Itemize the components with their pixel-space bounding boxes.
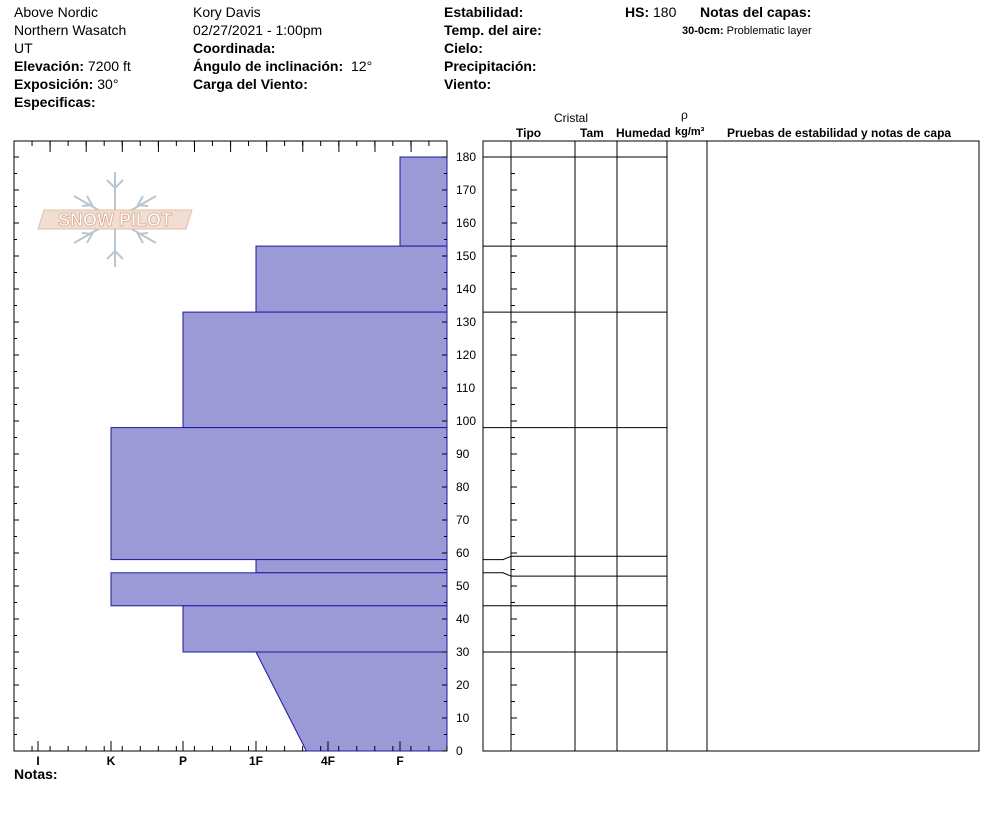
elevation-label: Elevación: <box>14 58 85 74</box>
hardness-layer-bar <box>255 651 448 752</box>
layer-connector <box>483 572 512 577</box>
depth-tick-label: 10 <box>456 711 470 725</box>
hardness-tick-labels: I K P 1F 4F F <box>36 754 403 768</box>
hardness-tick-label: 4F <box>321 754 335 768</box>
hs-label: HS: <box>625 4 650 20</box>
snow-pilot-logo: SNOW PILOT <box>37 172 193 267</box>
specifics-label: Especificas: <box>14 94 96 110</box>
slope-row: Ángulo de inclinación: 12° <box>193 57 372 75</box>
hardness-tick-label: F <box>396 754 403 768</box>
elevation-row: Elevación: 7200 ft <box>14 57 131 75</box>
depth-tick-label: 130 <box>456 315 476 329</box>
table-ticks <box>511 156 517 752</box>
depth-tick-label: 120 <box>456 348 476 362</box>
depth-tick-label: 20 <box>456 678 470 692</box>
density-unit-header: kg/m³ <box>675 126 705 138</box>
hs-value: 180 <box>653 4 677 20</box>
hardness-layer-bar <box>110 572 448 607</box>
depth-tick-label: 70 <box>456 513 470 527</box>
layer-boundaries <box>511 156 667 653</box>
hardness-layers <box>110 156 448 752</box>
depth-tick-label: 110 <box>456 381 475 395</box>
depth-tick-label: 0 <box>456 744 463 758</box>
elevation-value: 7200 ft <box>87 58 131 74</box>
depth-tick-label: 100 <box>456 414 476 428</box>
observer-name: Kory Davis <box>193 4 261 20</box>
wind-loading-label: Carga del Viento: <box>193 76 308 92</box>
depth-tick-label: 180 <box>456 150 476 164</box>
air-temp-label: Temp. del aire: <box>444 22 542 38</box>
location-name: Above Nordic <box>14 4 99 20</box>
layer-note: 30-0cm: Problematic layer <box>682 22 812 40</box>
depth-tick-label: 50 <box>456 579 470 593</box>
logo-text: SNOW PILOT <box>58 210 172 230</box>
slope-label: Ángulo de inclinación: <box>193 58 344 74</box>
depth-tick-label: 30 <box>456 645 470 659</box>
hardness-layer-bar <box>182 311 448 429</box>
layer-table-frame <box>482 140 980 752</box>
layer-notes-label: Notas del capas: <box>700 4 812 20</box>
layer-connector <box>483 555 512 561</box>
notes-label: Notas: <box>14 766 58 782</box>
plot-ticks <box>13 141 448 752</box>
depth-tick-label: 140 <box>456 282 476 296</box>
rho-header: ρ <box>681 108 688 122</box>
crystal-header: Cristal <box>554 111 589 125</box>
hardness-tick-label: I <box>36 754 39 768</box>
state: UT <box>14 40 33 56</box>
depth-tick-label: 90 <box>456 447 470 461</box>
hardness-layer-bar <box>255 559 448 574</box>
depth-tick-label: 60 <box>456 546 470 560</box>
logo-banner <box>37 209 193 230</box>
hardness-layer-bar <box>399 156 448 247</box>
depth-tick-label: 40 <box>456 612 470 626</box>
depth-tick-label: 80 <box>456 480 470 494</box>
depth-tick-labels: 0 10 20 30 40 50 60 70 80 90 100 110 120 130 140 150 160… <box>456 150 476 758</box>
aspect-value: 30° <box>97 76 119 92</box>
mountain-range: Northern Wasatch <box>14 22 127 38</box>
precip-label: Precipitación: <box>444 58 537 74</box>
depth-tick-label: 160 <box>456 216 476 230</box>
wind-label: Viento: <box>444 76 492 92</box>
observation-datetime: 02/27/2021 - 1:00pm <box>193 22 323 38</box>
aspect-label: Exposición: <box>14 76 94 92</box>
type-header: Tipo <box>516 126 542 140</box>
layer-connectors <box>483 156 512 653</box>
hardness-layer-bar <box>110 427 448 561</box>
hardness-layer-bar <box>182 605 448 653</box>
sky-label: Cielo: <box>444 40 483 56</box>
depth-tick-label: 170 <box>456 183 476 197</box>
tests-header: Pruebas de estabilidad y notas de capa <box>727 126 952 140</box>
hardness-tick-label: 1F <box>249 754 263 768</box>
hardness-layer-bar <box>255 245 448 313</box>
hs-row: HS: 180 <box>625 3 676 21</box>
stability-label: Estabilidad: <box>444 4 524 20</box>
slope-value: 12° <box>351 58 373 74</box>
hardness-tick-label: P <box>179 754 187 768</box>
moisture-header: Humedad <box>616 126 671 140</box>
layer-note-range: 30-0cm: <box>682 25 724 37</box>
layer-note-text: Problematic layer <box>726 25 812 37</box>
aspect-row: Exposición: 30° <box>14 75 118 93</box>
hardness-tick-label: K <box>107 754 116 768</box>
coordinate-label: Coordinada: <box>193 40 276 56</box>
depth-tick-label: 150 <box>456 249 476 263</box>
size-header: Tam <box>580 126 604 140</box>
